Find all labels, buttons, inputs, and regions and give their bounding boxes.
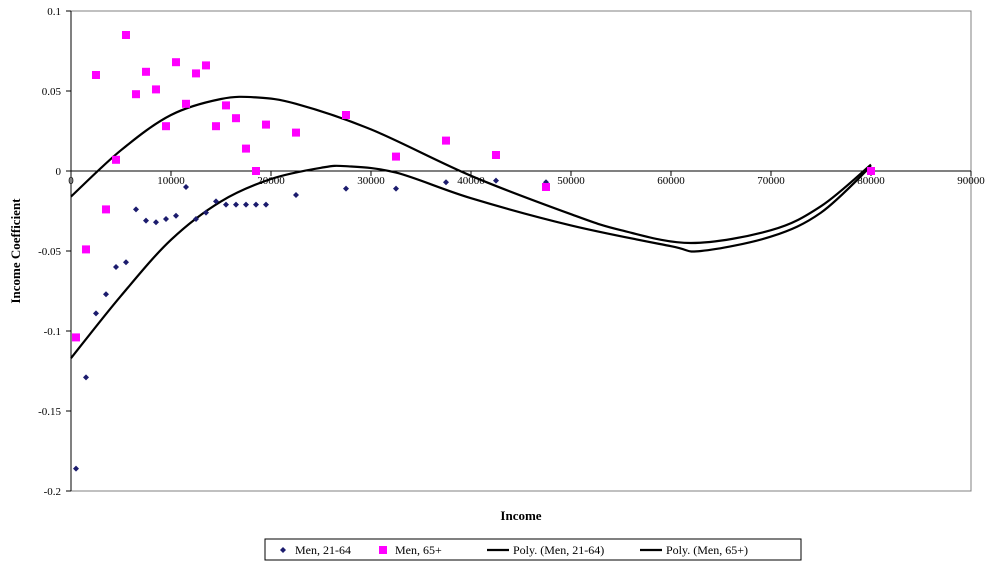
point-men-21-64 [173, 212, 179, 219]
plot-area [70, 10, 972, 492]
point-men-21-64 [233, 201, 239, 208]
point-men-21-64 [393, 185, 399, 192]
legend-label: Poly. (Men, 21-64) [513, 543, 604, 557]
point-men-21-64 [183, 184, 189, 190]
y-tick-label: -0.15 [38, 406, 61, 418]
point-men-21-64 [253, 201, 259, 208]
point-men-21-64 [143, 217, 149, 224]
point-men-21-64 [113, 264, 119, 270]
point-men-21-64 [93, 310, 99, 317]
plot-frame [70, 10, 972, 492]
axes: 0 10000 20000 30000 40000 50000 60000 70000 8000… [38, 6, 985, 498]
point-men-65 [442, 136, 450, 145]
data-points [72, 31, 875, 472]
point-men-21-64 [443, 179, 449, 186]
point-men-65 [182, 99, 190, 108]
point-men-65 [392, 152, 400, 161]
legend-label: Poly. (Men, 65+) [666, 543, 748, 557]
x-tick-label: 20000 [257, 175, 285, 187]
point-men-65 [222, 101, 230, 110]
point-men-21-64 [223, 201, 229, 208]
x-tick-label: 70000 [757, 175, 785, 187]
point-men-65 [252, 167, 260, 175]
point-men-65 [262, 120, 270, 129]
legend-marker-swatch [379, 546, 387, 554]
point-men-65 [82, 245, 90, 254]
point-men-65 [112, 155, 120, 164]
point-men-21-64 [493, 177, 499, 184]
x-tick-label: 60000 [657, 175, 685, 187]
y-axis-title: Income Coefficient [8, 198, 23, 304]
legend-entry: Poly. (Men, 65+) [640, 543, 748, 557]
point-men-21-64 [243, 201, 249, 208]
point-men-21-64 [263, 201, 269, 208]
point-men-65 [212, 122, 220, 131]
point-men-21-64 [83, 374, 89, 381]
point-men-65 [542, 183, 550, 191]
point-men-65 [152, 85, 160, 94]
point-men-65 [142, 67, 150, 76]
point-men-65 [232, 114, 240, 123]
x-tick-label: 90000 [957, 175, 985, 187]
point-men-65 [132, 90, 140, 99]
x-axis-title: Income [500, 508, 541, 523]
point-men-21-64 [103, 291, 109, 298]
point-men-21-64 [163, 216, 169, 222]
point-men-65 [172, 58, 180, 67]
point-men-65 [202, 61, 210, 70]
trendline-2 [70, 164, 872, 359]
point-men-21-64 [213, 198, 219, 205]
point-men-65 [242, 144, 250, 153]
legend-label: Men, 65+ [395, 543, 442, 557]
legend-entry: Men, 21-64 [280, 543, 351, 557]
y-tick-label: -0.2 [44, 486, 61, 498]
y-tick-label: -0.05 [38, 246, 61, 258]
point-men-65 [867, 167, 875, 175]
point-men-65 [292, 128, 300, 137]
point-men-65 [102, 205, 110, 214]
trendline-3 [70, 95, 872, 245]
legend-entry: Poly. (Men, 21-64) [487, 543, 604, 557]
point-men-21-64 [73, 465, 79, 472]
point-men-21-64 [123, 259, 129, 266]
point-men-65 [492, 151, 500, 159]
x-tick-label: 50000 [557, 175, 585, 187]
point-men-65 [342, 111, 350, 119]
point-men-65 [72, 333, 80, 342]
y-tick-label: -0.1 [44, 326, 61, 338]
y-tick-label: 0 [56, 166, 62, 178]
point-men-65 [92, 71, 100, 79]
x-tick-label: 80000 [857, 175, 885, 187]
point-men-21-64 [203, 209, 209, 216]
legend-label: Men, 21-64 [295, 543, 351, 557]
point-men-65 [162, 122, 170, 131]
y-tick-label: 0.1 [47, 6, 61, 18]
point-men-21-64 [153, 219, 159, 226]
x-tick-label: 10000 [157, 175, 185, 187]
legend-entry: Men, 65+ [379, 543, 442, 557]
point-men-21-64 [133, 206, 139, 213]
y-tick-label: 0.05 [42, 86, 62, 98]
point-men-21-64 [343, 185, 349, 192]
point-men-65 [192, 69, 200, 78]
trendlines [70, 95, 872, 359]
legend-marker-swatch [280, 547, 286, 553]
legend: Men, 21-64 Men, 65+ Poly. (Men, 21-64) Poly… [264, 538, 802, 561]
legend-frame [264, 538, 802, 561]
point-men-21-64 [293, 192, 299, 198]
x-tick-label: 0 [68, 175, 74, 187]
x-tick-label: 30000 [357, 175, 385, 187]
point-men-65 [122, 31, 130, 39]
point-men-21-64 [193, 216, 199, 222]
